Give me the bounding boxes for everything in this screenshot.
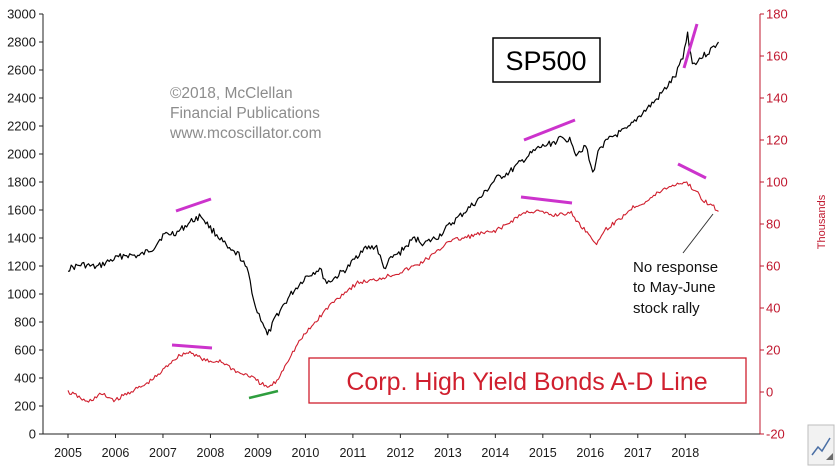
x-tick-label: 2009 bbox=[244, 446, 272, 460]
x-tick-label: 2015 bbox=[529, 446, 557, 460]
right-axis-label: Thousands bbox=[816, 194, 828, 249]
chart-title: SP500 bbox=[505, 46, 586, 76]
annotation-pointer bbox=[682, 213, 714, 254]
x-tick-label: 2012 bbox=[386, 446, 414, 460]
right-tick-label: 140 bbox=[766, 91, 788, 106]
left-tick-label: 1200 bbox=[7, 259, 36, 274]
left-tick-label: 2600 bbox=[7, 63, 36, 78]
trend-line-hy-2014 bbox=[520, 195, 573, 205]
left-tick-label: 2800 bbox=[7, 35, 36, 50]
x-tick-label: 2014 bbox=[481, 446, 509, 460]
title-box bbox=[492, 37, 601, 83]
left-tick-label: 800 bbox=[14, 315, 36, 330]
trend-line-hy-2009 bbox=[248, 389, 279, 400]
left-tick-label: 600 bbox=[14, 343, 36, 358]
left-tick-label: 2000 bbox=[7, 147, 36, 162]
resize-grip-icon[interactable] bbox=[807, 424, 835, 466]
legend-box bbox=[308, 357, 747, 404]
right-tick-label: 20 bbox=[766, 343, 780, 358]
trend-line-hy-2007 bbox=[171, 343, 213, 350]
trend-line-sp-2017 bbox=[682, 23, 699, 69]
annotation-line-3: stock rally bbox=[633, 300, 700, 317]
right-axis-ticks: -20 0 20 40 60 80 100 120 140 160 180 bbox=[760, 7, 788, 442]
right-tick-label: 80 bbox=[766, 217, 780, 232]
left-tick-label: 2400 bbox=[7, 91, 36, 106]
left-tick-label: 3000 bbox=[7, 7, 36, 22]
x-tick-label: 2006 bbox=[102, 446, 130, 460]
right-tick-label: 160 bbox=[766, 49, 788, 64]
x-tick-label: 2010 bbox=[292, 446, 320, 460]
right-tick-label: 100 bbox=[766, 175, 788, 190]
watermark-line-3: www.mcoscillator.com bbox=[169, 125, 322, 142]
x-tick-label: 2005 bbox=[54, 446, 82, 460]
left-tick-label: 1000 bbox=[7, 287, 36, 302]
right-tick-label: -20 bbox=[766, 427, 785, 442]
legend-label: Corp. High Yield Bonds A-D Line bbox=[346, 368, 707, 396]
x-tick-label: 2011 bbox=[339, 446, 366, 460]
right-tick-label: 60 bbox=[766, 259, 780, 274]
left-axis-ticks: 0 200 400 600 800 1000 1200 1400 1600 1800 2000 220… bbox=[7, 7, 43, 442]
x-tick-label: 2007 bbox=[149, 446, 177, 460]
left-tick-label: 400 bbox=[14, 371, 36, 386]
trend-line-hy-2017 bbox=[677, 162, 707, 180]
left-tick-label: 1400 bbox=[7, 231, 36, 246]
left-tick-label: 0 bbox=[29, 427, 36, 442]
right-tick-label: 40 bbox=[766, 301, 780, 316]
left-tick-label: 1600 bbox=[7, 203, 36, 218]
hy-bonds-ad-line bbox=[67, 181, 719, 403]
left-tick-label: 200 bbox=[14, 399, 36, 414]
x-tick-label: 2018 bbox=[671, 446, 699, 460]
left-tick-label: 2200 bbox=[7, 119, 36, 134]
series-layer bbox=[67, 31, 720, 403]
x-tick-label: 2017 bbox=[624, 446, 652, 460]
right-tick-label: 0 bbox=[766, 385, 773, 400]
x-tick-label: 2008 bbox=[197, 446, 225, 460]
watermark-line-2: Financial Publications bbox=[170, 105, 320, 122]
x-axis-ticks: 2005 2006 2007 2008 2009 2010 2011 2012 2013 2014… bbox=[54, 434, 699, 460]
watermark-line-1: ©2018, McClellan bbox=[170, 85, 293, 102]
x-tick-label: 2016 bbox=[576, 446, 604, 460]
annotation-line-1: No response bbox=[633, 259, 718, 276]
annotation-line-2: to May-June bbox=[633, 279, 716, 296]
right-tick-label: 120 bbox=[766, 133, 788, 148]
sp500-line bbox=[67, 31, 720, 336]
right-tick-label: 180 bbox=[766, 7, 788, 22]
left-tick-label: 1800 bbox=[7, 175, 36, 190]
x-tick-label: 2013 bbox=[434, 446, 462, 460]
trend-line-sp-2014 bbox=[523, 118, 576, 142]
trend-line-sp-2007 bbox=[175, 197, 212, 213]
